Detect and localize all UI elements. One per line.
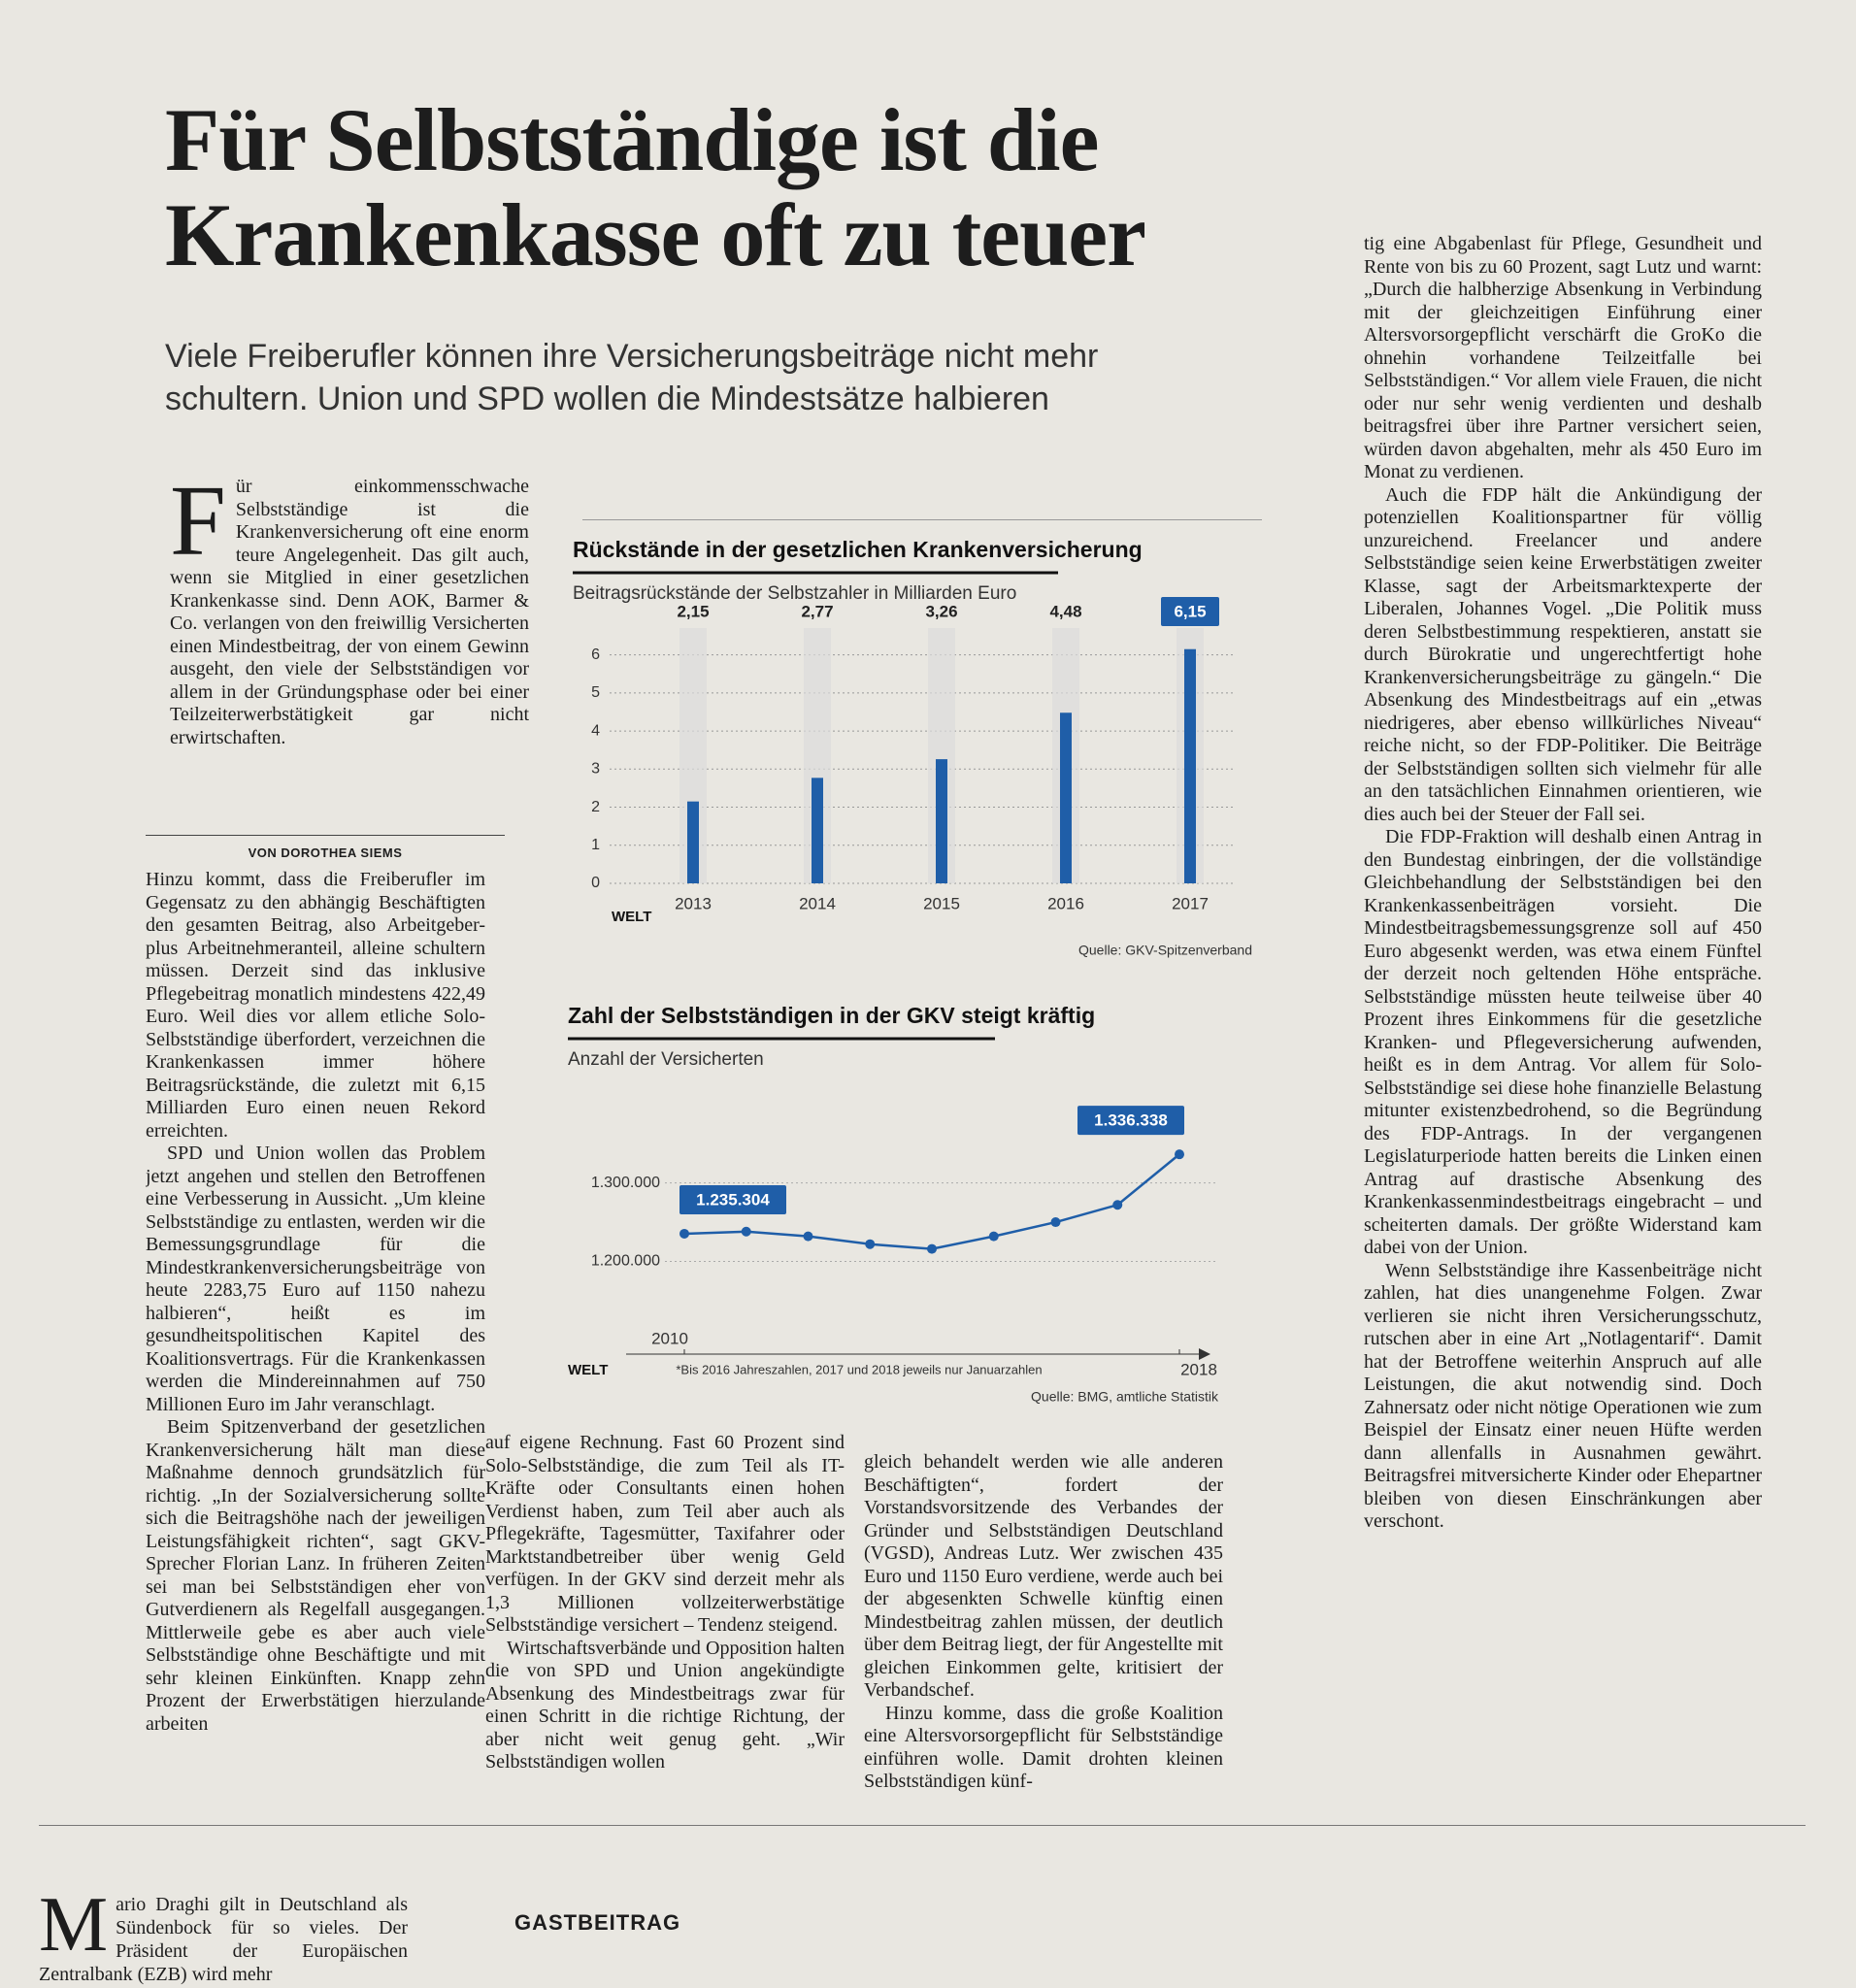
column: Hinzu kommt, dass die Freiberufler im Ge… — [146, 869, 485, 1815]
column: auf eigene Rechnung. Fast 60 Prozent sin… — [485, 1432, 845, 1849]
paragraph: Wirtschaftsverbände und Opposition halte… — [485, 1637, 845, 1773]
point — [1175, 1149, 1184, 1160]
paragraph: tig eine Abgabenlast für Pflege, Gesundh… — [1364, 233, 1762, 482]
y-tick-label: 3 — [591, 761, 600, 778]
chart: Zahl der Selbstständigen in der GKV stei… — [568, 1003, 1219, 1405]
point — [865, 1239, 876, 1249]
value-label: 6,15 — [1174, 602, 1206, 620]
lead-column: Für einkommensschwache Selbstständige is… — [170, 476, 529, 825]
x-tick-label: 2016 — [1047, 894, 1084, 912]
brand: WELT — [612, 909, 651, 925]
x-tick-label: 2017 — [1172, 894, 1209, 912]
column: tig eine Abgabenlast für Pflege, Gesundh… — [1364, 233, 1762, 1932]
point — [927, 1243, 937, 1254]
chart-title: Zahl der Selbstständigen in der GKV stei… — [568, 1003, 1095, 1028]
y-tick-label: 6 — [591, 646, 600, 663]
brand: WELT — [568, 1362, 608, 1378]
value-label: 2,77 — [801, 602, 833, 620]
value-label: 4,48 — [1049, 602, 1081, 620]
point — [741, 1226, 751, 1237]
x-tick-label: 2014 — [799, 894, 836, 912]
x-tick-label: 2018 — [1180, 1360, 1217, 1378]
kicker: GASTBEITRAG — [514, 1910, 681, 1935]
y-tick-label: 1.200.000 — [591, 1253, 660, 1270]
value-label: 2,15 — [677, 602, 709, 620]
value-label: 1.336.338 — [1094, 1111, 1168, 1130]
point — [1050, 1217, 1061, 1228]
paragraph: Die FDP-Fraktion will deshalb einen Antr… — [1364, 826, 1762, 1258]
chart-title: Rückstände in der gesetzlichen Krankenve… — [573, 537, 1143, 562]
x-tick-label: 2013 — [675, 894, 712, 912]
source: Quelle: BMG, amtliche Statistik — [1031, 1389, 1219, 1405]
y-tick-label: 1.300.000 — [591, 1175, 660, 1191]
column: gleich behandelt werden wie alle anderen… — [864, 1451, 1223, 1888]
headline: Für Selbstständige ist die Krankenkasse … — [165, 92, 1146, 282]
x-tick-label: 2010 — [651, 1329, 688, 1347]
chart-subtitle: Anzahl der Versicherten — [568, 1049, 764, 1070]
paragraph: Auch die FDP hält die Ankündigung der po… — [1364, 483, 1762, 825]
bar — [812, 778, 823, 883]
paragraph: Beim Spitzenverband der gesetzlichen Kra… — [146, 1416, 485, 1735]
chart-subtitle: Beitragsrückstände der Selbstzahler in M… — [573, 583, 1016, 604]
paragraph: auf eigene Rechnung. Fast 60 Prozent sin… — [485, 1432, 845, 1636]
value-label-box — [1161, 597, 1219, 626]
paragraph: SPD und Union wollen das Problem jetzt a… — [146, 1143, 485, 1415]
rule — [582, 519, 1262, 520]
y-tick-label: 1 — [591, 837, 600, 853]
paragraph: Mario Draghi gilt in Deutschland als Sün… — [39, 1893, 408, 1985]
paragraph: Hinzu kommt, dass die Freiberufler im Ge… — [146, 869, 485, 1142]
bar — [687, 801, 699, 883]
point — [1112, 1200, 1123, 1210]
y-tick-label: 2 — [591, 799, 600, 815]
bar — [1184, 648, 1196, 883]
point — [988, 1231, 999, 1242]
lead-paragraph: Für einkommensschwache Selbstständige is… — [170, 476, 529, 748]
value-label-box — [1077, 1106, 1184, 1136]
paragraph: Hinzu komme, dass die große Koalition ei… — [864, 1702, 1223, 1793]
x-axis-arrow — [1199, 1348, 1210, 1360]
point — [679, 1228, 689, 1239]
value-label: 1.235.304 — [696, 1190, 770, 1209]
note: *Bis 2016 Jahreszahlen, 2017 und 2018 je… — [676, 1362, 1042, 1376]
deck: Viele Freiberufler können ihre Versicher… — [165, 338, 1099, 417]
next-article: Mario Draghi gilt in Deutschland als Sün… — [39, 1893, 408, 1988]
point — [803, 1231, 813, 1242]
y-tick-label: 0 — [591, 875, 600, 891]
y-tick-label: 5 — [591, 684, 600, 701]
value-label: 3,26 — [925, 602, 957, 620]
x-tick-label: 2015 — [923, 894, 960, 912]
value-label-box — [679, 1184, 786, 1214]
y-tick-label: 4 — [591, 722, 600, 739]
rule — [39, 1825, 1806, 1826]
bar — [1060, 712, 1072, 883]
chart: Rückstände in der gesetzlichen Krankenve… — [573, 537, 1252, 958]
paragraph: Wenn Selbstständige ihre Kassenbeiträge … — [1364, 1259, 1762, 1533]
byline: VON DOROTHEA SIEMS — [146, 835, 505, 860]
bar — [936, 759, 947, 883]
paragraph: gleich behandelt werden wie alle anderen… — [864, 1451, 1223, 1701]
source: Quelle: GKV-Spitzenverband — [1078, 943, 1252, 958]
